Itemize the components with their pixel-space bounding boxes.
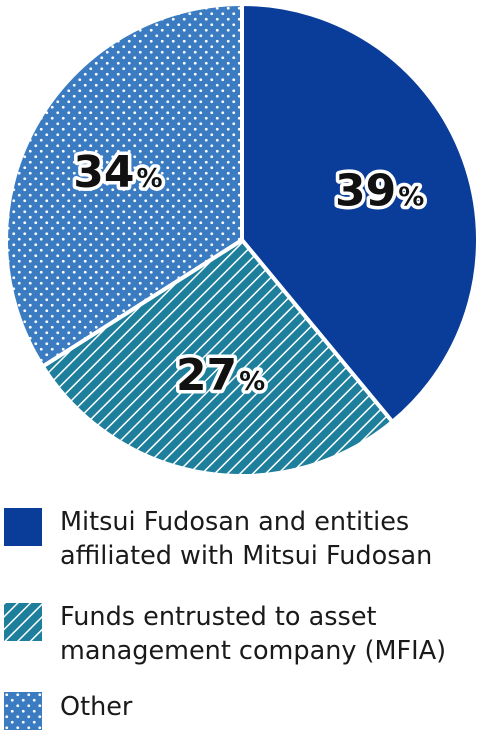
legend-swatch-dots (4, 692, 42, 730)
legend-label-line: affiliated with Mitsui Fudosan (60, 541, 433, 571)
legend-label: Other (60, 690, 480, 724)
pie-slice-stripes (40, 238, 395, 478)
legend-label-line: Funds entrusted to asset (60, 602, 377, 632)
pie-slice-solid (240, 2, 480, 424)
pie-slice-dots (4, 2, 244, 369)
slice-data-label: 27% (176, 350, 265, 401)
legend-label-line: Other (60, 692, 133, 722)
legend-swatch-solid (4, 508, 42, 546)
legend-swatch-stripes (4, 603, 42, 641)
slice-data-label: 39% (335, 165, 424, 216)
slice-data-label: 34% (73, 147, 162, 198)
legend-label: Funds entrusted to asset management comp… (60, 600, 480, 668)
legend-label-line: management company (MFIA) (60, 636, 447, 666)
pie-chart: 39% 27% 34% (4, 2, 480, 478)
legend-label-line: Mitsui Fudosan and entities (60, 507, 410, 537)
legend-label: Mitsui Fudosan and entities affiliated w… (60, 505, 480, 573)
